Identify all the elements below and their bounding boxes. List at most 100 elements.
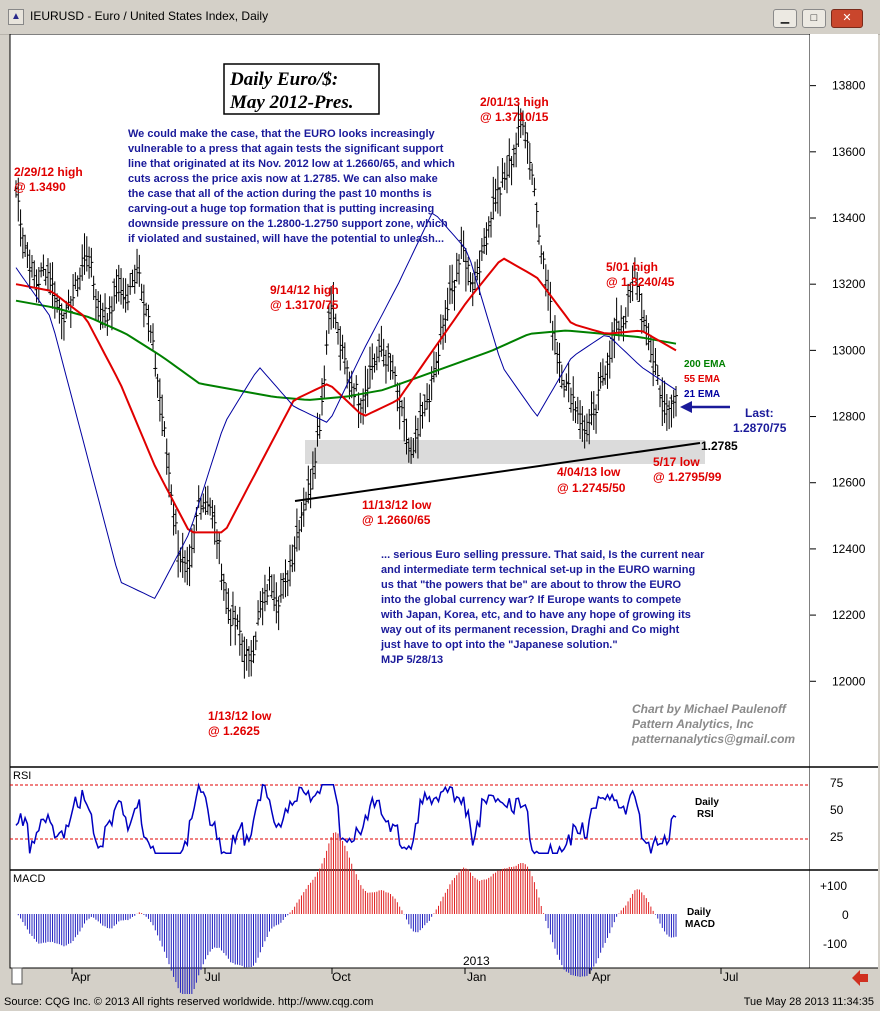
plot-area xyxy=(9,34,811,969)
price-bar xyxy=(399,399,404,417)
close-button[interactable]: ✕ xyxy=(831,9,863,28)
price-bar xyxy=(48,262,53,295)
price-bar xyxy=(208,497,213,516)
price-bar xyxy=(457,254,462,285)
svg-text:carving-out a huge top formati: carving-out a huge top formation that is… xyxy=(128,203,434,215)
minimize-button[interactable]: ▁ xyxy=(773,9,797,28)
price-bar xyxy=(219,563,224,591)
price-bar xyxy=(50,262,55,309)
price-bar xyxy=(644,315,649,346)
rsi-title: RSI xyxy=(13,770,31,782)
price-bar xyxy=(23,234,28,257)
svg-text:@ 1.3710/15: @ 1.3710/15 xyxy=(480,110,549,124)
price-bar xyxy=(674,385,678,417)
price-bar xyxy=(406,437,411,463)
price-bar xyxy=(607,340,612,379)
svg-text:line that originated at its No: line that originated at its Nov. 2012 lo… xyxy=(128,158,455,170)
price-bar xyxy=(388,353,393,380)
price-bar xyxy=(393,366,398,387)
scroll-handle[interactable] xyxy=(11,967,23,985)
svg-text:the case that all of the actio: the case that all of the action during t… xyxy=(128,188,432,200)
headline-line2: May 2012-Pres. xyxy=(229,92,353,113)
price-bar xyxy=(509,156,514,186)
ema21-line xyxy=(15,212,677,600)
price-bar xyxy=(621,315,626,342)
scroll-right-icon[interactable] xyxy=(852,970,868,986)
price-bar xyxy=(395,382,400,412)
x-label-jan: Jan xyxy=(467,970,486,984)
price-bar xyxy=(658,385,663,408)
svg-text:Chart by Michael Paulenoff: Chart by Michael Paulenoff xyxy=(632,702,787,716)
price-bar xyxy=(114,269,119,304)
price-bar xyxy=(109,296,114,331)
price-bar xyxy=(502,162,507,190)
last-label: Last: xyxy=(745,406,774,420)
price-bar xyxy=(61,312,66,341)
price-bar xyxy=(422,394,427,417)
price-bar xyxy=(596,371,601,411)
price-bar xyxy=(320,378,325,416)
y-axis-ticks: 12000 12200 12400 12600 12800 13000 13200 13400… xyxy=(810,79,866,688)
price-bar xyxy=(603,365,608,385)
svg-text:@ 1.2660/65: @ 1.2660/65 xyxy=(362,513,431,527)
price-bar xyxy=(434,351,439,378)
price-bar xyxy=(304,491,309,511)
annotation-9-14-12-high: 9/14/12 high xyxy=(270,283,339,297)
price-bar xyxy=(29,255,34,278)
legend-55-ema: 55 EMA xyxy=(684,374,720,385)
price-bar xyxy=(135,248,140,284)
price-bar xyxy=(651,339,656,387)
price-bar xyxy=(167,452,172,498)
price-bar xyxy=(294,508,299,552)
price-bar xyxy=(288,544,293,587)
price-bar xyxy=(514,132,519,168)
price-bar xyxy=(285,570,290,597)
price-bar xyxy=(598,362,603,389)
window-titlebar: ▲ IEURUSD - Euro / United States Index, … xyxy=(0,0,880,35)
price-bar xyxy=(333,313,338,330)
price-bar xyxy=(148,325,153,343)
maximize-button[interactable]: □ xyxy=(802,9,826,28)
price-bar xyxy=(244,639,249,671)
price-bar xyxy=(525,132,530,164)
price-bar xyxy=(132,264,137,294)
price-bar xyxy=(112,278,117,311)
price-bar xyxy=(555,341,560,374)
price-bar xyxy=(489,211,494,238)
rsi-tick-50: 50 xyxy=(830,803,844,817)
price-bar xyxy=(534,202,539,228)
price-bar xyxy=(290,544,295,573)
price-bar xyxy=(96,291,101,322)
x-label-apr: Apr xyxy=(72,970,91,984)
price-bar xyxy=(14,180,18,198)
price-bar xyxy=(52,281,57,319)
price-bar xyxy=(20,227,25,259)
x-label-jul: Jul xyxy=(205,970,220,984)
price-bar xyxy=(381,338,386,367)
price-bar xyxy=(669,394,674,428)
price-bar xyxy=(552,315,557,355)
y-tick-label: 13200 xyxy=(832,277,866,291)
window-title: IEURUSD - Euro / United States Index, Da… xyxy=(30,9,269,23)
price-bar xyxy=(326,304,331,334)
annotation-4-04-13-low: 4/04/13 low xyxy=(557,465,621,479)
price-bar xyxy=(370,343,375,380)
price-bar xyxy=(331,282,336,329)
price-bar xyxy=(139,283,144,302)
price-chart: 12000 12200 12400 12600 12800 13000 13200 13400… xyxy=(9,34,878,994)
price-bar xyxy=(402,397,407,442)
price-bar xyxy=(274,582,279,624)
price-bar xyxy=(203,486,208,515)
price-bar xyxy=(39,262,44,278)
svg-text:us that "the powers that be" a: us that "the powers that be" are about t… xyxy=(381,579,682,591)
macd-histogram xyxy=(17,832,677,994)
commentary-bottom: ... serious Euro selling pressure. That … xyxy=(380,549,705,666)
price-bar xyxy=(594,404,599,434)
svg-text:downside pressure on the 1.280: downside pressure on the 1.2800-1.2750 s… xyxy=(128,218,448,230)
price-bar xyxy=(623,307,628,329)
price-bar xyxy=(160,394,165,437)
price-bar xyxy=(57,297,62,324)
price-bar xyxy=(505,155,510,194)
price-bar xyxy=(571,376,576,421)
price-bar xyxy=(103,293,108,328)
